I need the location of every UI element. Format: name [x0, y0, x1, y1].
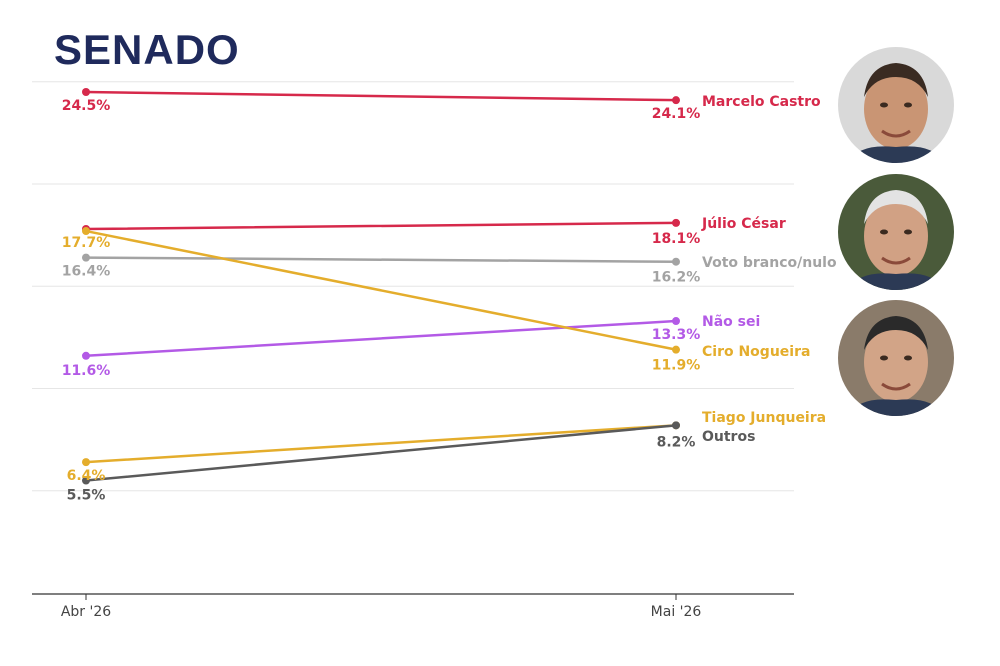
data-point: [672, 317, 680, 326]
grid-lines: [32, 81, 794, 492]
data-label: 11.6%: [62, 363, 111, 379]
series-name-label: Tiago Junqueira: [702, 410, 826, 426]
data-labels: 24.5% 24.1% 18.1% 16.4% 16.2% 11.6% 13.3% 17.7%…: [62, 98, 701, 504]
candidate-photo: [838, 47, 954, 163]
data-point: [672, 345, 680, 354]
series-line: [84, 229, 678, 351]
series-line: [84, 90, 678, 102]
data-point: [82, 88, 90, 96]
x-axis-ticks: Abr '26 Mai '26: [61, 594, 702, 620]
data-label: 6.4%: [67, 468, 106, 484]
series-line: [84, 319, 678, 358]
data-point: [82, 458, 90, 467]
series-line: [84, 424, 678, 482]
data-label: 13.3%: [652, 327, 701, 343]
data-point: [82, 351, 90, 360]
series-name-label: Ciro Nogueira: [702, 344, 810, 360]
series-name-label: Voto branco/nulo: [702, 255, 837, 271]
series-line: [84, 424, 678, 464]
data-label: 24.1%: [652, 106, 701, 122]
series-lines: [82, 88, 680, 485]
page-title: SENADO: [54, 26, 240, 73]
data-label: 24.5%: [62, 98, 111, 114]
data-point: [82, 227, 90, 236]
data-point: [82, 476, 90, 485]
data-label: 17.7%: [62, 235, 111, 251]
series-name-label: Marcelo Castro: [702, 94, 821, 110]
data-label: 5.5%: [67, 488, 106, 504]
series-name-label: Não sei: [702, 314, 760, 330]
data-point: [672, 257, 680, 266]
series-name-label: Júlio César: [701, 216, 786, 232]
series-name-labels: Marcelo Castro Júlio César Voto branco/nul…: [701, 94, 837, 445]
data-label: 8.2%: [657, 434, 696, 450]
series-line: [84, 221, 678, 231]
x-tick-label: Abr '26: [61, 604, 111, 620]
data-point: [672, 96, 680, 105]
x-tick-label: Mai '26: [651, 604, 702, 620]
candidate-photo: [838, 300, 954, 416]
candidate-photo: [838, 174, 954, 290]
data-point: [672, 421, 680, 430]
data-point: [672, 218, 680, 227]
data-label: 11.9%: [652, 358, 701, 374]
series-name-label: Outros: [702, 429, 755, 445]
data-label: 16.4%: [62, 264, 111, 280]
series-line: [84, 256, 678, 263]
data-point: [82, 253, 90, 262]
data-label: 16.2%: [652, 270, 701, 286]
data-label: 18.1%: [652, 231, 701, 247]
